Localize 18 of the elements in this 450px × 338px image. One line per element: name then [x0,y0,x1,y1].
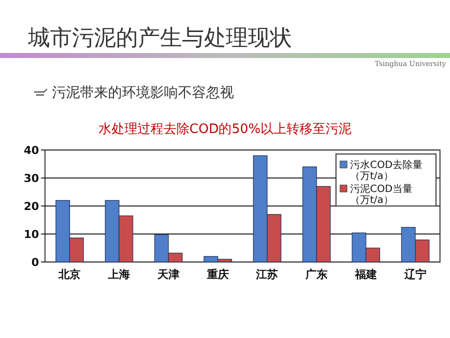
y-tick-label: 30 [24,172,40,185]
legend-label: 污泥COD当量（万t/a） [350,183,413,206]
legend-label: 污水COD去除量（万t/a） [350,159,423,182]
x-tick-label: 辽宁 [403,268,426,281]
x-tick-label: 北京 [58,268,81,281]
x-tick-label: 重庆 [206,268,229,281]
x-tick-label: 天津 [156,268,180,281]
text: 城市污泥的产生与处理现状 [27,26,292,51]
y-tick-label: 0 [31,256,40,269]
x-tick-label: 上海 [107,268,130,281]
text: 污泥带来的环境影响不容忽视 [52,85,234,101]
chart-title: 水处理过程去除COD的50%以上转移至污泥 [98,122,352,137]
x-tick-label: 广东 [304,268,328,281]
y-tick-label: 10 [24,228,40,241]
y-tick-label: 40 [24,144,40,157]
x-tick-label: 福建 [354,268,377,281]
y-tick-label: 20 [24,200,40,213]
x-tick-label: 江苏 [255,268,278,281]
